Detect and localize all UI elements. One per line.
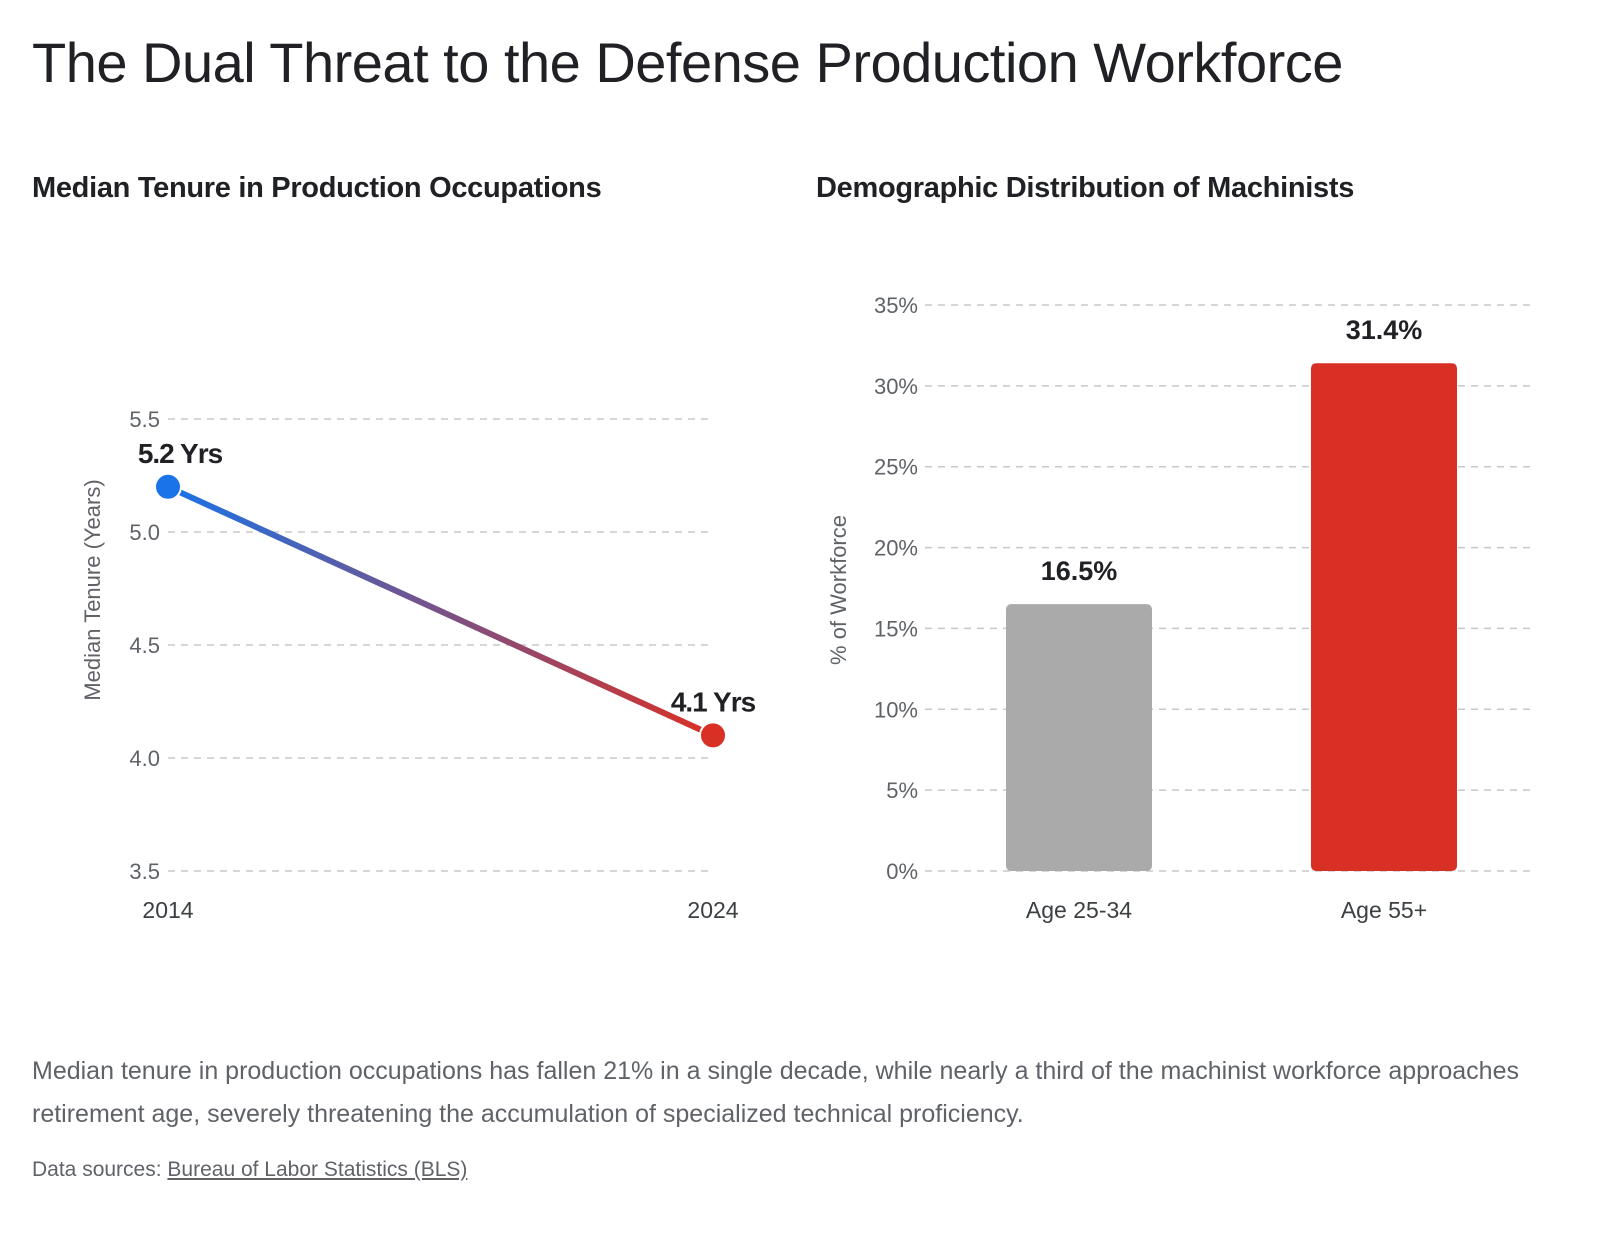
sources-link[interactable]: Bureau of Labor Statistics (BLS) <box>167 1158 468 1181</box>
trend-line <box>166 484 715 739</box>
data-label: 5.2 Yrs <box>138 438 223 469</box>
y-axis-label: Median Tenure (Years) <box>80 479 105 700</box>
charts-canvas: 3.5 4.0 4.5 5.0 5.5 2014 2024 Median Tenure (Ye… <box>80 293 1535 923</box>
y-tick-label: 20% <box>874 536 918 561</box>
y-tick-label: 5.5 <box>129 407 160 432</box>
page-title: The Dual Threat to the Defense Productio… <box>32 31 1343 94</box>
x-tick-label: 2024 <box>687 897 738 923</box>
x-tick-label: Age 55+ <box>1341 897 1427 923</box>
y-tick-label: 5% <box>886 778 918 803</box>
y-tick-label: 25% <box>874 455 918 480</box>
sources: Data sources: Bureau of Labor Statistics… <box>32 1158 467 1182</box>
bar <box>1006 604 1152 871</box>
y-tick-label: 0% <box>886 859 918 884</box>
data-point <box>154 472 182 501</box>
data-point <box>699 721 727 750</box>
y-tick-label: 4.0 <box>129 746 160 771</box>
y-tick-label: 30% <box>874 374 918 399</box>
x-tick-label: 2014 <box>142 897 193 923</box>
y-axis-label: % of Workforce <box>826 515 851 665</box>
sources-label: Data sources: <box>32 1158 162 1181</box>
y-tick-label: 15% <box>874 616 918 641</box>
y-tick-label: 3.5 <box>129 859 160 884</box>
bar <box>1311 363 1457 871</box>
y-tick-label: 5.0 <box>129 520 160 545</box>
data-label: 16.5% <box>1041 556 1118 586</box>
x-tick-label: Age 25-34 <box>1026 897 1132 923</box>
description: Median tenure in production occupations … <box>32 1057 1519 1128</box>
y-tick-label: 35% <box>874 293 918 318</box>
line-chart-title: Median Tenure in Production Occupations <box>32 172 602 204</box>
bar-chart-title: Demographic Distribution of Machinists <box>816 172 1355 204</box>
y-tick-label: 10% <box>874 697 918 722</box>
y-tick-label: 4.5 <box>129 633 160 658</box>
data-label: 4.1 Yrs <box>671 686 756 717</box>
data-label: 31.4% <box>1346 315 1423 345</box>
